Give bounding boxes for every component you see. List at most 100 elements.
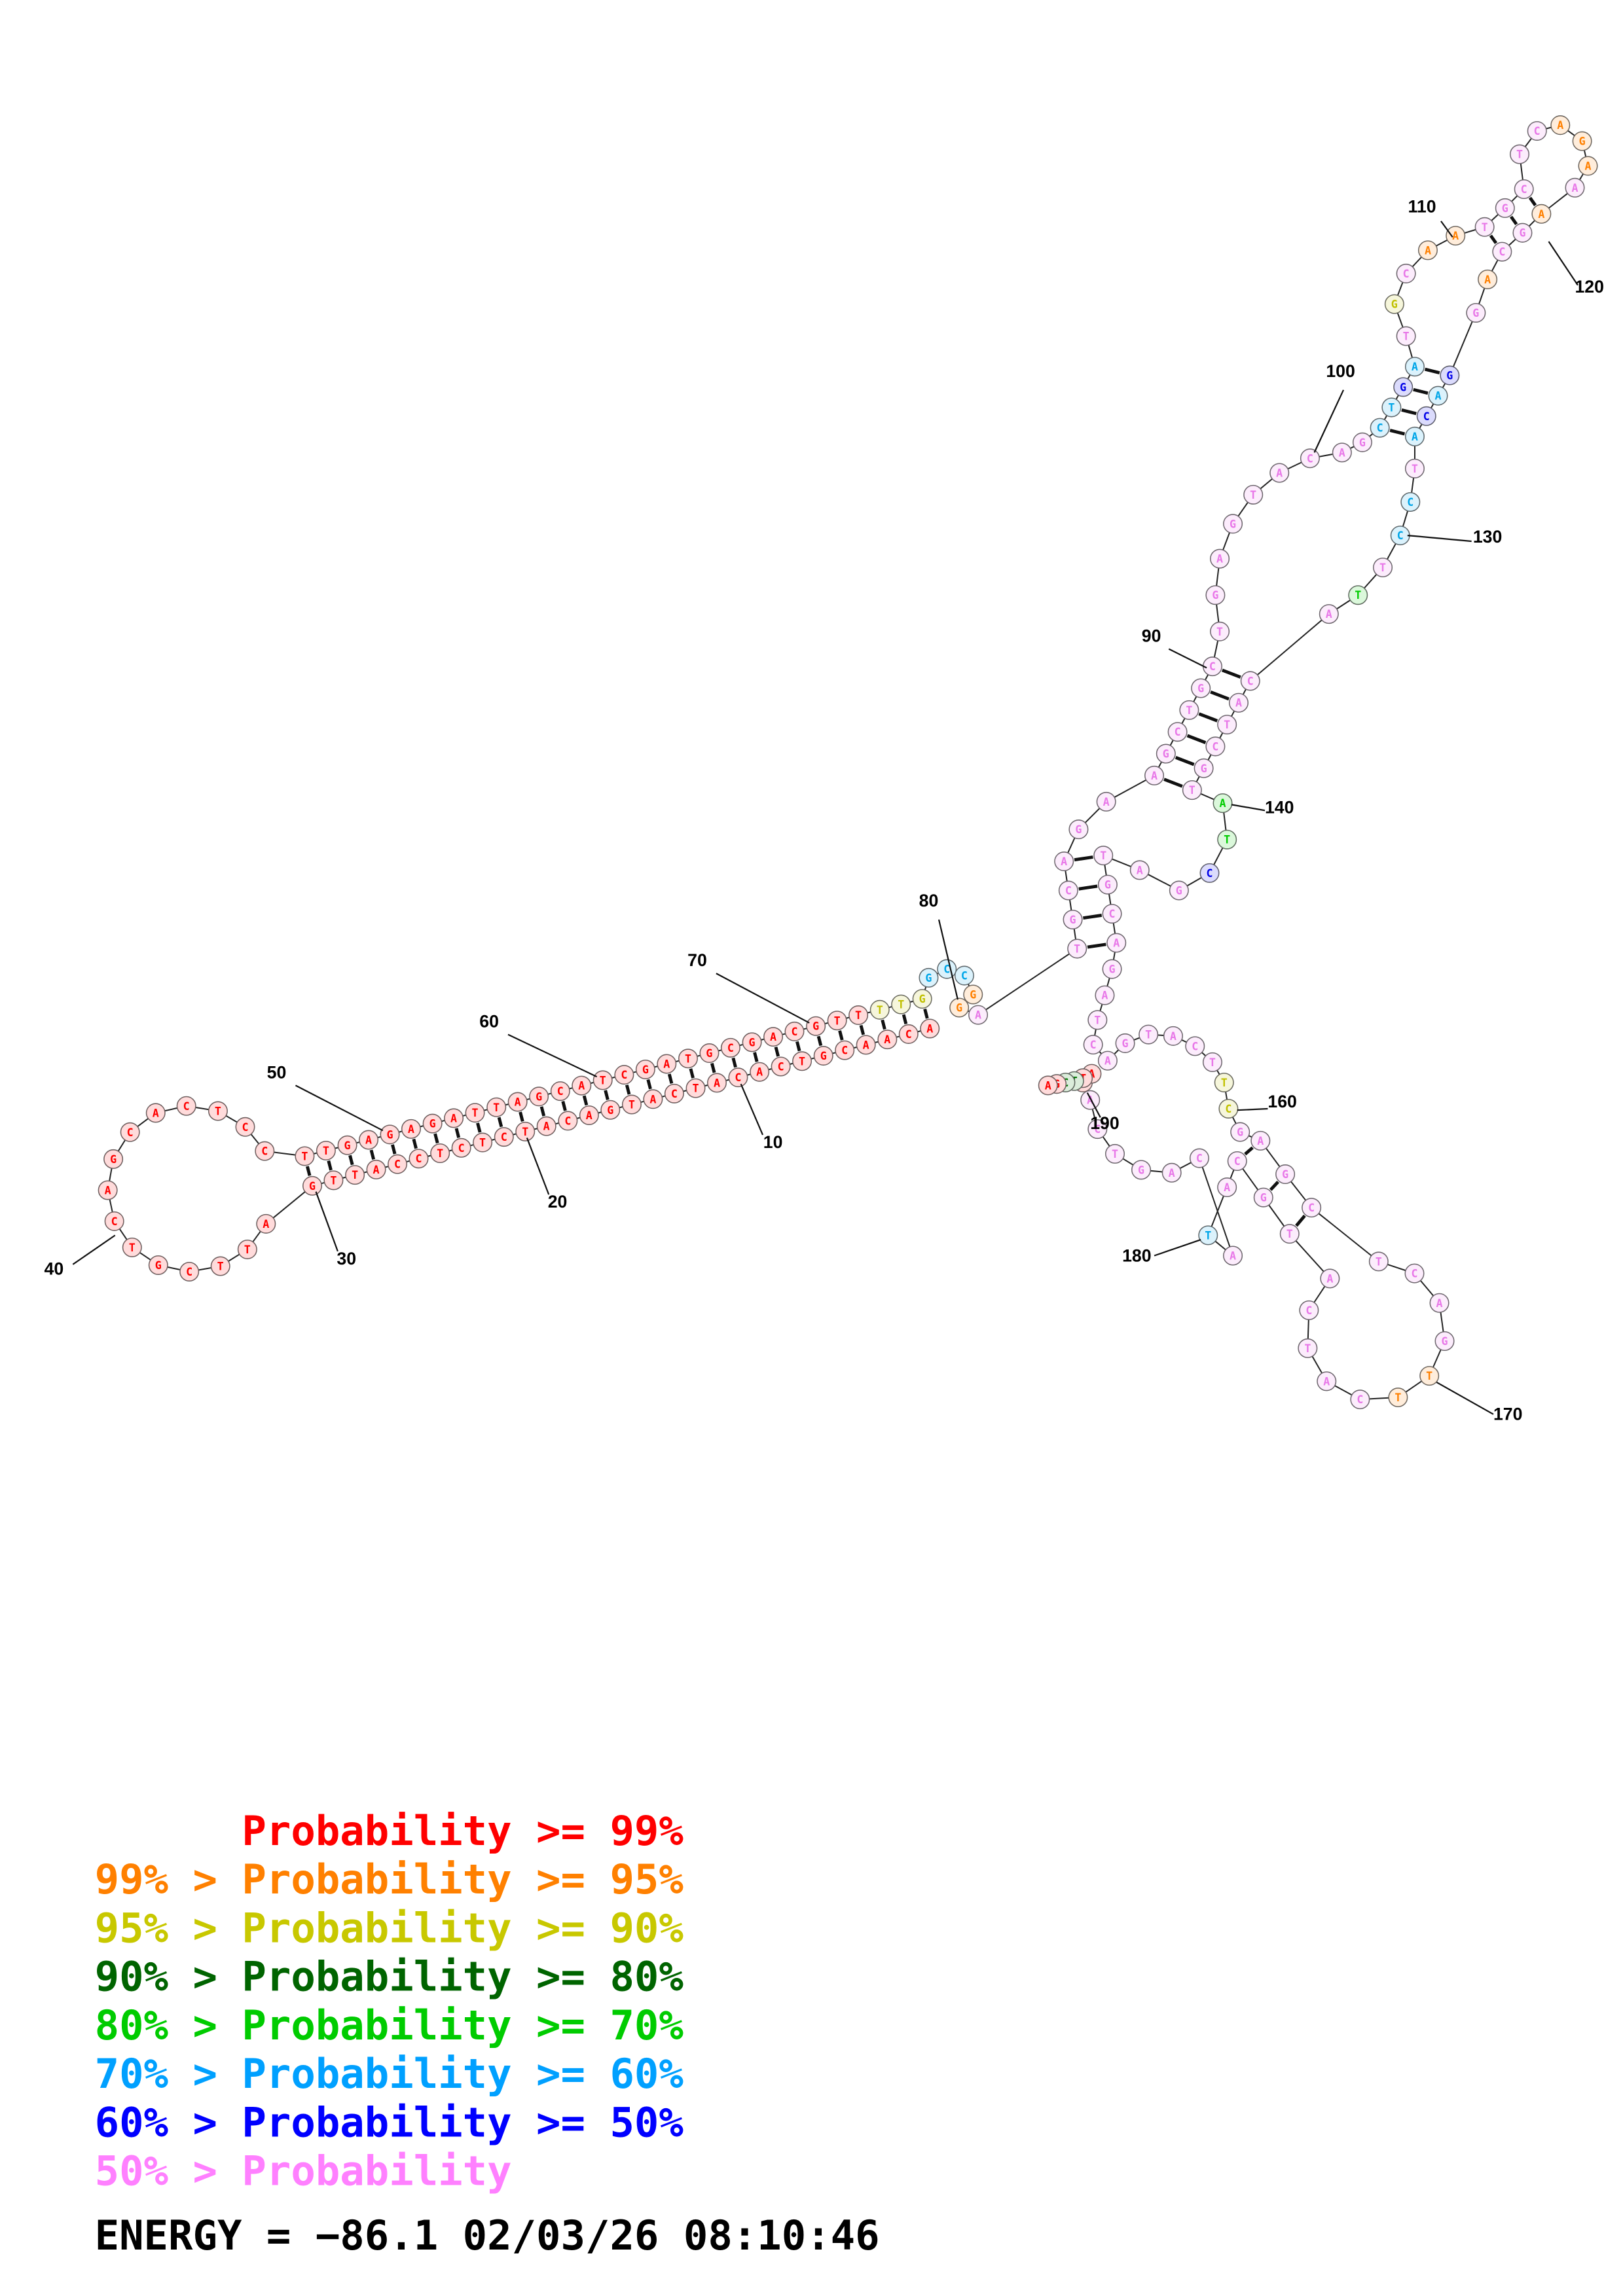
nucleotide-letter: T <box>693 1083 699 1095</box>
basepair-line <box>519 1111 524 1122</box>
nucleotide-letter: T <box>217 1261 224 1273</box>
nucleotide-tint <box>678 1049 698 1068</box>
nucleotide-tint <box>1163 1026 1183 1046</box>
position-label: 60 <box>479 1011 499 1031</box>
nucleotide-letter: T <box>1304 1342 1311 1355</box>
label-leader-line <box>295 1085 384 1132</box>
basepair-line <box>497 1117 503 1128</box>
backbone-segment <box>1169 740 1174 746</box>
nucleotide-tint <box>729 1067 748 1087</box>
backbone-segment <box>1181 1039 1187 1043</box>
nucleotide-tint <box>644 1090 663 1109</box>
nucleotide-letter: T <box>301 1150 308 1162</box>
backbone-segment <box>1432 1349 1442 1368</box>
nucleotide-circle <box>1253 1187 1273 1208</box>
nucleotide-circle <box>1466 302 1486 323</box>
backbone-segment <box>342 1176 346 1179</box>
nucleotide-tint <box>551 1081 570 1101</box>
nucleotide-letter: G <box>1197 683 1204 695</box>
backbone-segment <box>505 1103 509 1106</box>
label-leader-line <box>1407 534 1472 543</box>
nucleotide-circle <box>1161 1162 1182 1183</box>
nucleotide-circle <box>1182 780 1202 800</box>
nucleotide-tint <box>146 1103 166 1122</box>
nucleotide-circle <box>827 1011 847 1031</box>
nucleotide-tint <box>388 1155 407 1174</box>
nucleotide-tint <box>1098 875 1118 894</box>
position-label: 20 <box>548 1192 568 1211</box>
position-label: 90 <box>1142 626 1161 645</box>
basepair-line <box>774 1047 780 1057</box>
nucleotide-letter: C <box>1225 1103 1231 1115</box>
nucleotide-letter: A <box>975 1009 981 1022</box>
nucleotide-circle <box>678 1049 698 1069</box>
backbone-segment <box>1319 453 1333 457</box>
nucleotide-letter: A <box>1101 990 1108 1002</box>
nucleotide-tint <box>1401 492 1420 512</box>
nucleotide-letter: C <box>727 1042 734 1054</box>
position-label: 120 <box>1575 277 1603 296</box>
nucleotide-letter: C <box>261 1145 268 1158</box>
nucleotide-letter: C <box>1407 496 1413 509</box>
nucleotide-tint <box>1210 622 1230 641</box>
nucleotide-letter: A <box>1061 855 1067 868</box>
nucleotide-circle <box>621 1094 642 1115</box>
nucleotide-letter: A <box>1224 1181 1230 1194</box>
backbone-segment <box>1318 1213 1372 1257</box>
backbone-segment <box>1073 928 1077 940</box>
nucleotide-letter: A <box>365 1134 372 1147</box>
nucleotide-circle <box>572 1075 592 1096</box>
nucleotide-letter: A <box>1452 230 1459 242</box>
nucleotide-letter: G <box>344 1139 351 1152</box>
backbone-segment <box>1452 321 1473 367</box>
nucleotide-letter: A <box>1045 1079 1051 1092</box>
nucleotide-circle <box>507 1092 528 1112</box>
nucleotide-circle <box>1095 985 1115 1005</box>
backbone-segment <box>1181 717 1186 725</box>
nucleotide-letter: A <box>926 1022 933 1035</box>
nucleotide-circle <box>1317 1371 1337 1391</box>
label-leader-line <box>1154 1239 1201 1257</box>
nucleotide-tint <box>1565 178 1584 198</box>
basepair-line <box>1389 429 1406 436</box>
nucleotide-circle <box>1218 1098 1239 1119</box>
nucleotide-tint <box>1219 1099 1238 1119</box>
nucleotide-tint <box>1180 700 1199 720</box>
nucleotide-tint <box>700 1043 719 1063</box>
nucleotide-circle <box>1038 1075 1058 1096</box>
legend-row: 80% > Probability >= 70% <box>95 2001 684 2049</box>
backbone-segment <box>1395 395 1399 400</box>
nucleotide-letter: G <box>1260 1192 1267 1204</box>
nucleotide-tint <box>1321 1269 1340 1288</box>
nucleotide-letter: G <box>1282 1168 1288 1181</box>
basepair-line <box>327 1160 333 1171</box>
nucleotide-tint <box>537 1117 556 1136</box>
nucleotide-tint <box>1190 1149 1209 1168</box>
basepair-line <box>1175 756 1195 766</box>
backbone-segment <box>491 1138 496 1141</box>
nucleotide-tint <box>1429 386 1448 405</box>
nucleotide-circle <box>104 1211 124 1231</box>
nucleotide-circle <box>1419 1366 1440 1386</box>
backbone-segment <box>1222 532 1231 550</box>
nucleotide-letter: T <box>1388 401 1395 414</box>
nucleotide-circle <box>1214 1072 1234 1092</box>
nucleotide-circle <box>120 1122 140 1142</box>
nucleotide-tint <box>1478 270 1497 289</box>
nucleotide-tint <box>149 1255 168 1275</box>
position-label: 70 <box>687 950 707 970</box>
nucleotide-tint <box>1214 1073 1233 1092</box>
nucleotide-circle <box>1510 144 1530 164</box>
nucleotide-letter: A <box>1276 467 1283 479</box>
backbone-segment <box>1334 1385 1353 1396</box>
nucleotide-circle <box>1054 852 1074 872</box>
nucleotide-letter: C <box>111 1215 118 1228</box>
backbone-segment <box>1583 150 1587 157</box>
nucleotide-circle <box>1298 1338 1318 1358</box>
nucleotide-circle <box>1205 585 1226 605</box>
energy-text: ENERGY = −86.1 02/03/26 08:10:46 <box>95 2212 880 2259</box>
nucleotide-letter: G <box>1519 227 1525 240</box>
backbone-segment <box>1419 423 1423 429</box>
